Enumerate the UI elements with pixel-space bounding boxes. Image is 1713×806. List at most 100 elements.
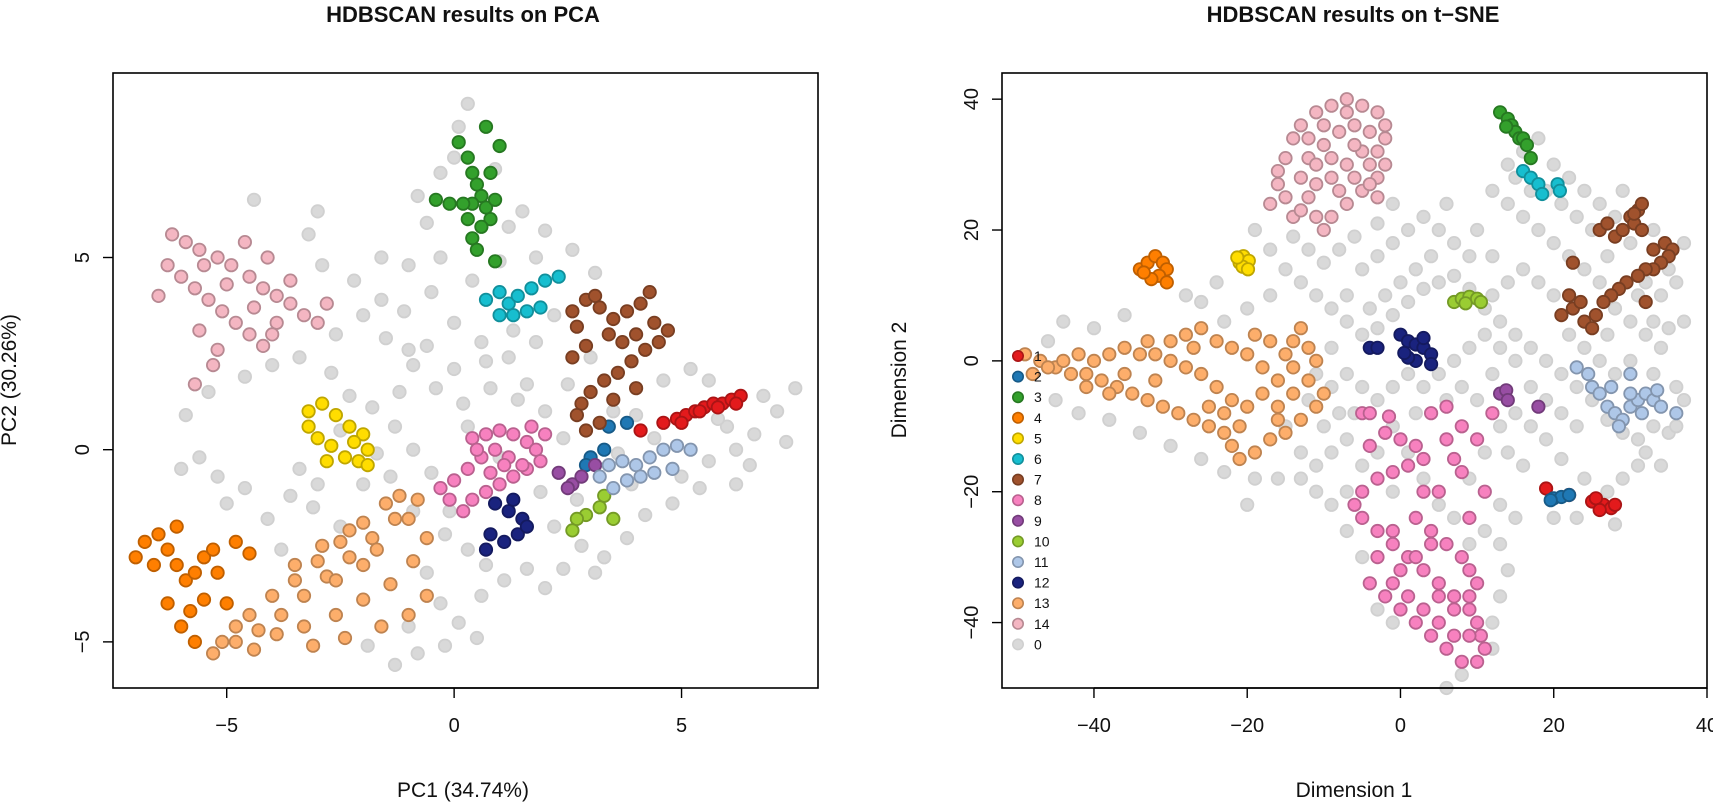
pca-point-cluster-5 [301, 419, 316, 434]
tsne-point-cluster-0 [1615, 471, 1630, 486]
tsne-point-cluster-8 [1416, 484, 1431, 499]
pca-point-cluster-8 [524, 419, 539, 434]
pca-x-axis: −5 0 5 [215, 687, 687, 737]
pca-point-cluster-13 [328, 573, 343, 588]
tsne-point-cluster-0 [1431, 497, 1446, 512]
tsne-point-cluster-0 [1508, 353, 1523, 368]
tsne-point-cluster-8 [1347, 497, 1362, 512]
tsne-point-cluster-0 [1324, 340, 1339, 355]
pca-point-cluster-0 [528, 250, 544, 265]
tsne-point-cluster-0 [1316, 255, 1331, 270]
pca-point-cluster-0 [446, 361, 462, 377]
pca-point-cluster-2 [619, 415, 635, 430]
pca-point-cluster-4 [210, 565, 225, 580]
tsne-point-cluster-0 [1493, 497, 1508, 512]
tsne-point-cluster-0 [1278, 262, 1293, 277]
tsne-point-cluster-0 [1286, 229, 1301, 244]
tsne-point-cluster-0 [1485, 249, 1500, 264]
tsne-point-cluster-0 [1646, 419, 1661, 434]
tsne-point-cluster-8 [1385, 523, 1400, 539]
pca-point-cluster-13 [310, 554, 325, 569]
tsne-point-cluster-0 [1048, 392, 1063, 408]
tsne-point-cluster-0 [1531, 131, 1546, 146]
tsne-point-cluster-13 [1155, 399, 1171, 414]
pca-point-cluster-4 [183, 603, 198, 619]
tsne-point-cluster-11 [1634, 406, 1650, 421]
tsne-point-cluster-2 [1543, 493, 1558, 508]
tsne-point-cluster-14 [1316, 137, 1331, 153]
pca-point-cluster-0 [192, 450, 207, 465]
tsne-point-cluster-8 [1424, 523, 1439, 539]
tsne-point-cluster-14 [1286, 131, 1301, 146]
pca-point-cluster-0 [537, 404, 553, 419]
tsne-point-cluster-0 [1385, 307, 1400, 323]
tsne-point-cluster-13 [1063, 366, 1079, 382]
pca-point-cluster-13 [383, 577, 398, 592]
pca-point-cluster-6 [533, 300, 548, 315]
pca-point-cluster-7 [660, 323, 676, 338]
pca-point-cluster-8 [469, 442, 484, 457]
pca-point-cluster-13 [410, 492, 425, 507]
legend-swatch-7 [1011, 473, 1024, 486]
pca-point-cluster-0 [328, 327, 343, 342]
pca-point-cluster-14 [224, 258, 239, 273]
tsne-point-cluster-0 [1669, 275, 1684, 290]
tsne-point-cluster-0 [1355, 458, 1370, 473]
pca-point-cluster-0 [510, 392, 525, 407]
legend-swatch-11 [1011, 555, 1024, 568]
tsne-point-cluster-8 [1385, 536, 1400, 552]
pca-point-cluster-4 [137, 534, 152, 550]
tsne-point-cluster-8 [1378, 589, 1393, 604]
pca-point-cluster-8 [497, 457, 512, 473]
pca-point-cluster-4 [219, 596, 234, 611]
tsne-point-cluster-14 [1263, 196, 1278, 211]
legend-label-6: 6 [1034, 451, 1042, 467]
pca-point-cluster-4 [187, 634, 202, 650]
tsne-point-cluster-12 [1397, 345, 1412, 361]
pca-point-cluster-0 [424, 465, 439, 480]
tsne-point-cluster-8 [1355, 510, 1370, 526]
pca-point-cluster-12 [497, 534, 512, 550]
pca-point-cluster-0 [497, 573, 512, 588]
tsne-point-cluster-14 [1278, 151, 1293, 166]
pca-point-cluster-13 [328, 607, 343, 623]
tsne-point-cluster-0 [1339, 288, 1354, 303]
legend-label-11: 11 [1034, 554, 1049, 570]
tsne-point-cluster-13 [1286, 386, 1301, 401]
tsne-point-cluster-8 [1385, 576, 1400, 591]
tsne-point-cluster-13 [1056, 353, 1071, 368]
pca-point-cluster-0 [665, 496, 680, 511]
pca-point-cluster-1 [692, 404, 707, 419]
tsne-point-cluster-0 [1401, 294, 1416, 310]
pca-point-cluster-0 [401, 619, 416, 634]
pca-point-cluster-7 [569, 407, 585, 423]
pca-point-cluster-4 [228, 534, 243, 550]
pca-point-cluster-8 [506, 469, 521, 484]
pca-point-cluster-0 [392, 384, 407, 400]
pca-point-cluster-0 [692, 480, 707, 496]
pca-point-cluster-0 [442, 504, 457, 519]
tsne-point-cluster-13 [1293, 321, 1309, 336]
tsne-point-cluster-0 [1607, 301, 1623, 316]
tsne-point-cluster-0 [1508, 510, 1523, 526]
tsne-point-cluster-13 [1148, 347, 1163, 362]
pca-point-cluster-5 [342, 419, 357, 434]
pca-point-cluster-13 [287, 557, 302, 573]
pca-point-cluster-12 [501, 504, 516, 519]
pca-point-cluster-12 [487, 496, 503, 511]
pca-point-cluster-7 [624, 354, 639, 369]
tsne-point-cluster-13 [1286, 360, 1301, 375]
tsne-point-cluster-0 [1623, 353, 1638, 368]
tsne-point-cluster-0 [1324, 301, 1339, 316]
tsne-point-cluster-0 [1539, 353, 1554, 368]
tsne-point-cluster-13 [1140, 334, 1155, 349]
pca-point-cluster-14 [255, 281, 271, 296]
tsne-point-cluster-13 [1148, 373, 1163, 388]
pca-point-cluster-5 [319, 454, 334, 469]
tsne-point-cluster-11 [1650, 383, 1665, 398]
tsne-point-cluster-14 [1370, 144, 1385, 159]
tsne-point-cluster-13 [1293, 412, 1309, 427]
pca-point-cluster-0 [710, 411, 726, 426]
legend-swatch-9 [1011, 514, 1024, 527]
tsne-point-cluster-8 [1416, 563, 1431, 578]
